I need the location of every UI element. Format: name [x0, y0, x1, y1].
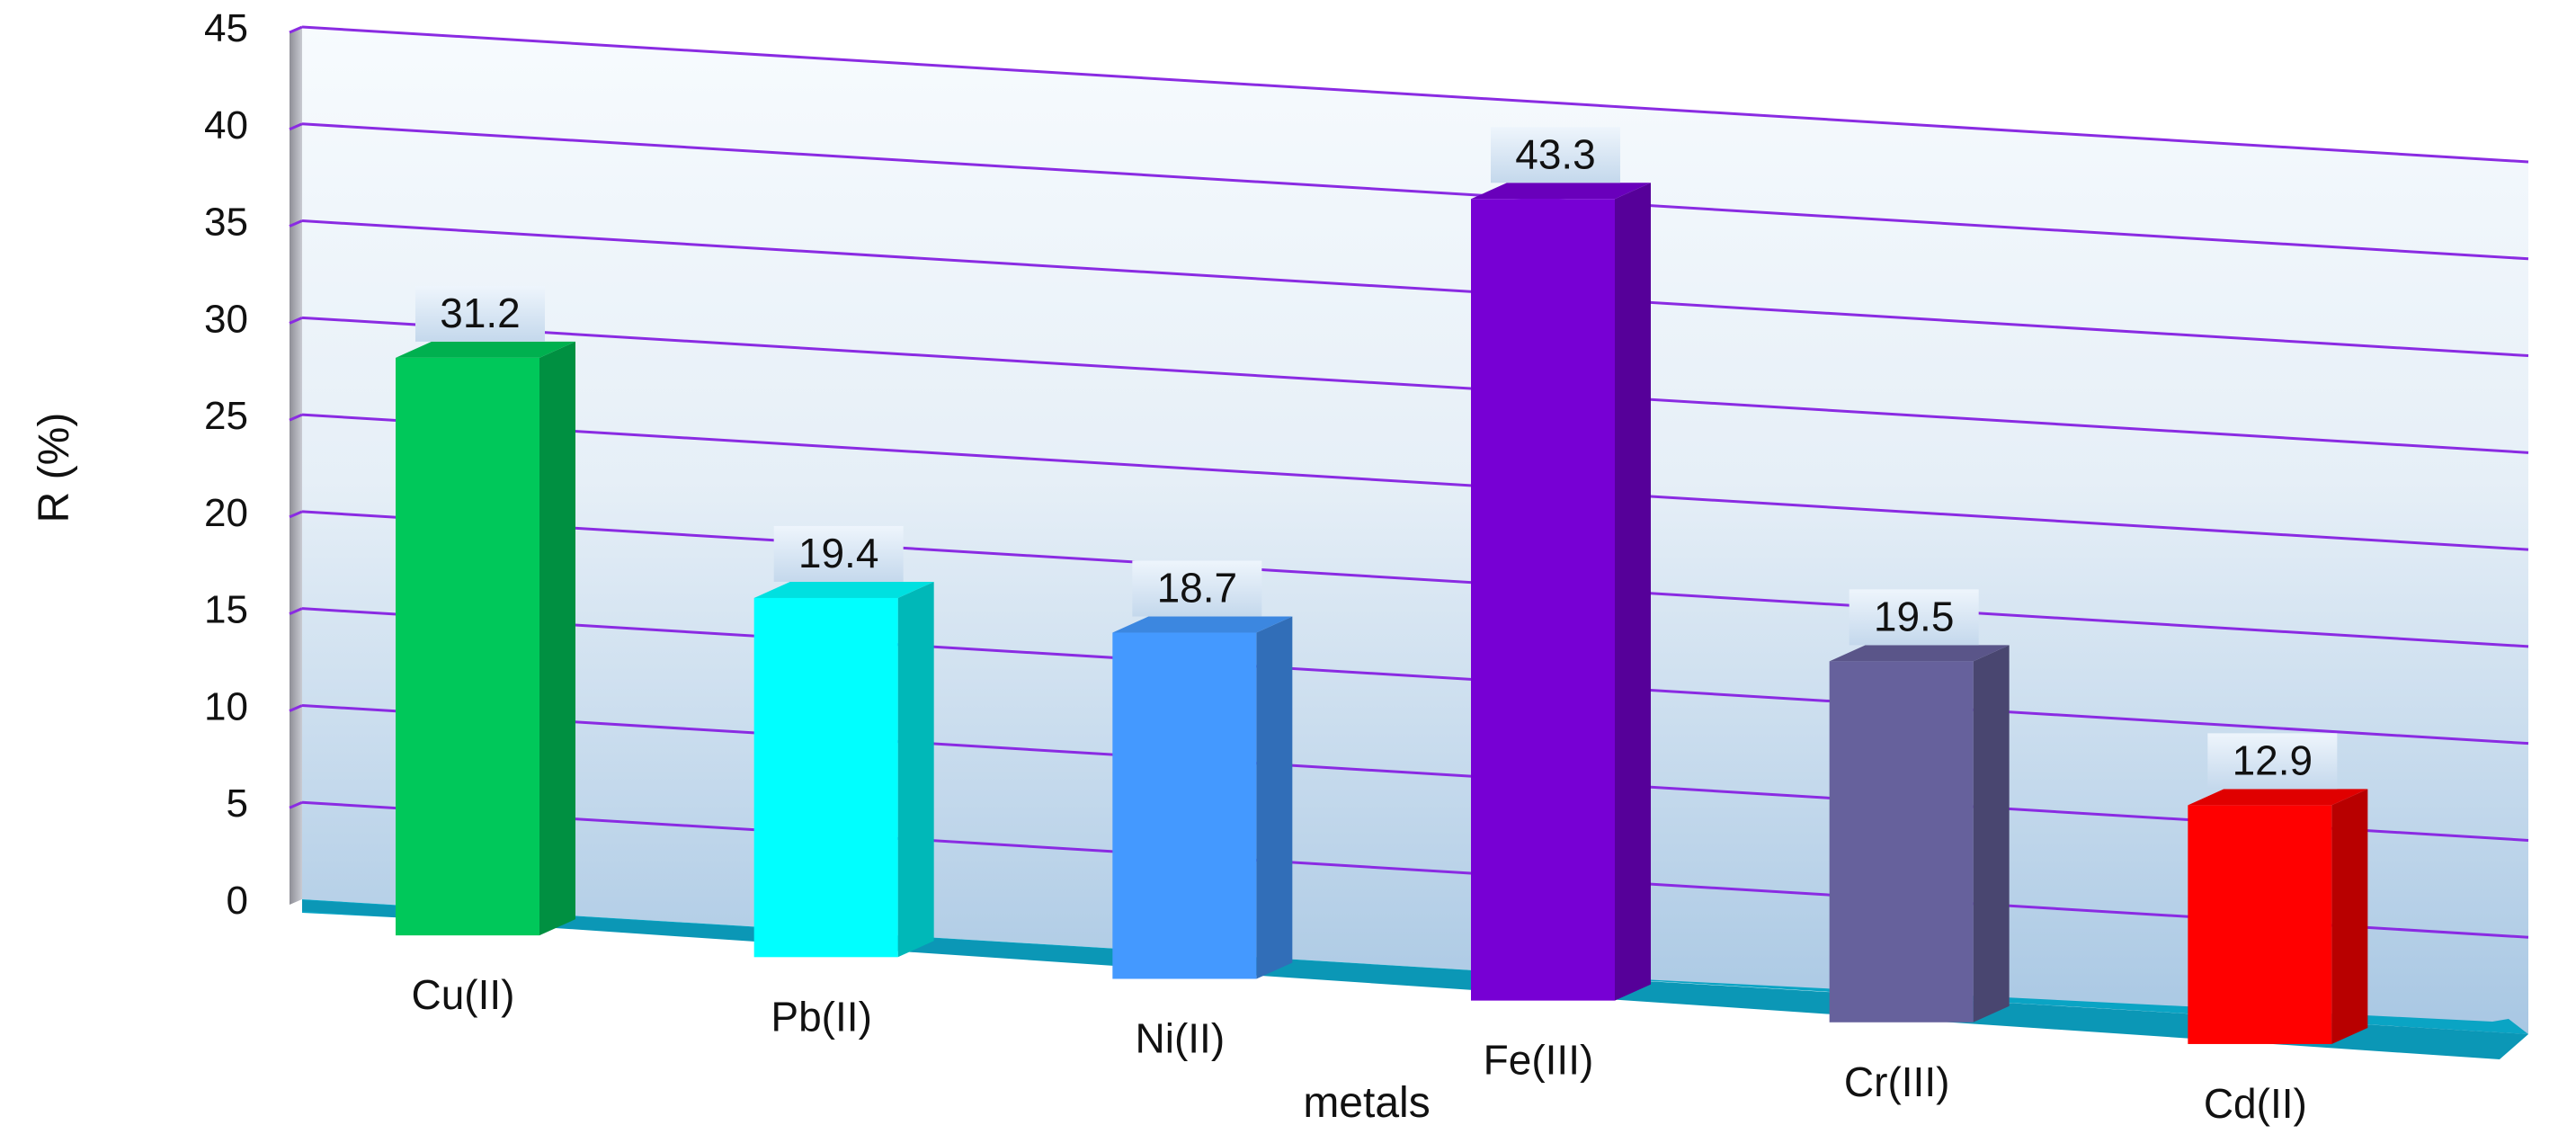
x-tick-label: Cd(II): [2204, 1080, 2307, 1127]
bar-top: [1112, 616, 1293, 633]
data-label: 19.5: [1874, 593, 1955, 639]
gridline-side: [289, 25, 303, 34]
bar-Ni(II): [1112, 632, 1257, 979]
gridline: [301, 25, 2529, 164]
bar-Fe(III): [1471, 199, 1615, 1001]
gridline: [301, 219, 2529, 358]
bar-side: [539, 341, 575, 936]
gridline: [301, 122, 2529, 261]
bar-side: [897, 581, 934, 958]
bar-Cr(III): [1829, 661, 1974, 1022]
gridline-side: [289, 510, 303, 519]
side-wall: [290, 27, 302, 905]
x-tick-label: Cr(III): [1844, 1058, 1950, 1105]
data-label-box: [1849, 589, 1979, 646]
data-label: 19.4: [798, 530, 879, 576]
bar-Cd(II): [2188, 805, 2332, 1044]
bar-top: [1471, 183, 1651, 200]
gridline: [301, 800, 2529, 939]
gridline-side: [289, 413, 303, 422]
gridline-side: [289, 607, 303, 616]
gridline: [301, 413, 2529, 551]
y-axis-label: R (%): [31, 413, 78, 523]
data-label: 31.2: [440, 290, 521, 336]
x-tick-label: Pb(II): [771, 993, 871, 1040]
data-label: 12.9: [2233, 737, 2313, 783]
bar-top: [396, 341, 575, 358]
gridline-side: [289, 122, 303, 131]
x-tick-label: Cu(II): [412, 971, 515, 1018]
y-tick-label: 25: [204, 394, 248, 438]
bar-top: [1829, 645, 2010, 662]
y-tick-label: 10: [204, 684, 248, 728]
data-label-box: [415, 285, 545, 342]
bar-Pb(II): [753, 597, 898, 958]
y-tick-label: 30: [204, 297, 248, 341]
bar-Cu(II): [396, 357, 539, 936]
gridline: [301, 703, 2529, 842]
bar-top: [753, 581, 934, 598]
bar-side: [1615, 183, 1651, 1001]
y-tick-label: 35: [204, 201, 248, 245]
bar-side: [1973, 645, 2010, 1022]
data-label-box: [1132, 560, 1262, 617]
y-tick-label: 5: [227, 781, 248, 826]
gridline: [301, 510, 2529, 648]
bar-top: [2188, 789, 2368, 806]
bar-side: [1256, 616, 1293, 979]
data-label-box: [773, 525, 904, 582]
gridline-side: [289, 800, 303, 809]
x-tick-label: Fe(III): [1484, 1037, 1594, 1084]
y-tick-label: 40: [204, 103, 248, 147]
y-tick-label: 45: [204, 6, 248, 50]
gridline-side: [289, 704, 303, 712]
y-tick-label: 15: [204, 588, 248, 632]
data-label-box: [2207, 733, 2338, 790]
x-tick-label: Ni(II): [1136, 1014, 1226, 1061]
y-tick-label: 0: [227, 879, 248, 923]
bar-side: [2331, 789, 2368, 1044]
gridline-side: [289, 316, 303, 325]
gridline-side: [289, 219, 303, 228]
y-tick-label: 20: [204, 491, 248, 535]
x-axis-label: metals: [1303, 1079, 1430, 1127]
data-label-box: [1491, 127, 1620, 183]
data-label: 18.7: [1157, 565, 1238, 612]
data-label: 43.3: [1515, 130, 1596, 177]
gridline: [301, 316, 2529, 454]
gridline: [301, 607, 2529, 746]
